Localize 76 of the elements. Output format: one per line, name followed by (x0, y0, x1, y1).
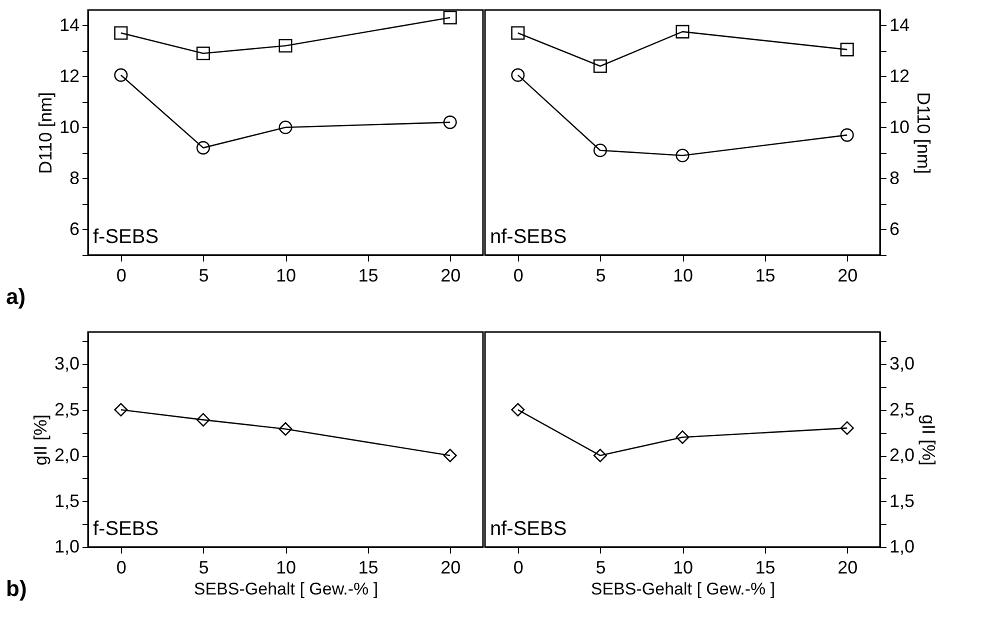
point (676, 24, 690, 38)
x-tick-label: 10 (276, 266, 296, 286)
point (443, 448, 457, 462)
x-tick-label: 15 (755, 266, 776, 286)
x-tick-label: 5 (596, 266, 606, 286)
point (593, 144, 607, 158)
x-tick-label: 0 (513, 266, 524, 286)
y2-axis-title: D110 [nm] (914, 92, 934, 174)
y-tick-label: 14 (59, 14, 80, 35)
y-tick-label: 1,0 (54, 536, 80, 556)
y-tick-label: 2,5 (54, 399, 80, 420)
point (840, 42, 854, 56)
point (511, 402, 525, 417)
x-tick-label: 10 (672, 266, 694, 286)
x-tick-label: 10 (276, 558, 296, 578)
y2-tick-label: 1,0 (890, 536, 915, 556)
text: a) (6, 284, 26, 309)
point (114, 402, 128, 417)
point (278, 422, 292, 436)
y2-tick-label: 3,0 (890, 354, 915, 374)
x-tick-label: 15 (358, 266, 378, 286)
point (114, 68, 128, 82)
x-tick-label: 20 (838, 558, 858, 578)
x-axis-title: SEBS-Gehalt [ Gew.-% ] (590, 580, 776, 598)
y2-axis-title: gII [%] (918, 414, 939, 466)
x-tick-label: 20 (838, 266, 858, 286)
y-tick-label: 2,0 (54, 445, 80, 466)
x-tick-label: 0 (116, 266, 126, 286)
annotation: f-SEBS (93, 226, 159, 248)
y-tick-label: 12 (59, 66, 80, 86)
y-tick-label: 3,0 (54, 354, 80, 374)
x-tick-label: 0 (513, 558, 524, 578)
annotation: f-SEBS (93, 518, 159, 540)
x-tick-label: 10 (672, 558, 694, 578)
y2-tick-label: 1,5 (890, 490, 915, 511)
y2-tick-label: 6 (890, 218, 900, 239)
x-tick-label: 0 (116, 558, 126, 578)
y-tick-label: 10 (59, 116, 80, 137)
point (278, 120, 292, 134)
x-tick-label: 15 (755, 558, 776, 578)
point (676, 430, 690, 444)
x-axis-title: SEBS-Gehalt [ Gew.-% ] (194, 580, 378, 598)
annotation: nf-SEBS (490, 518, 567, 540)
x-tick-label: 5 (596, 558, 606, 578)
point (511, 26, 525, 40)
y2-tick-label: 10 (890, 116, 910, 137)
y2-tick-label: 8 (890, 168, 900, 188)
point (196, 46, 210, 60)
point (196, 141, 210, 155)
point (840, 128, 854, 142)
y-tick-label: 6 (69, 218, 80, 239)
y2-tick-label: 14 (890, 14, 910, 35)
x-tick-label: 15 (358, 558, 378, 578)
x-tick-label: 20 (440, 558, 461, 578)
point (114, 26, 128, 40)
x-tick-label: 5 (198, 558, 209, 578)
y-tick-label: 1,5 (54, 490, 80, 511)
point (443, 10, 457, 24)
point (840, 421, 854, 435)
y2-tick-label: 2,5 (890, 399, 915, 420)
point (443, 116, 457, 130)
point (676, 148, 690, 162)
point (196, 413, 210, 427)
y-tick-label: 8 (69, 168, 80, 188)
point (278, 38, 292, 52)
point (593, 59, 607, 73)
y2-tick-label: 2,0 (890, 445, 915, 466)
x-tick-label: 5 (198, 266, 209, 286)
point (593, 448, 607, 462)
y-axis-title: gII [%] (30, 414, 50, 466)
y2-tick-label: 12 (890, 66, 910, 86)
text: b) (6, 576, 27, 601)
x-tick-label: 20 (440, 266, 461, 286)
annotation: nf-SEBS (490, 226, 567, 248)
point (511, 68, 525, 82)
y-axis-title: D110 [nm] (35, 92, 56, 174)
